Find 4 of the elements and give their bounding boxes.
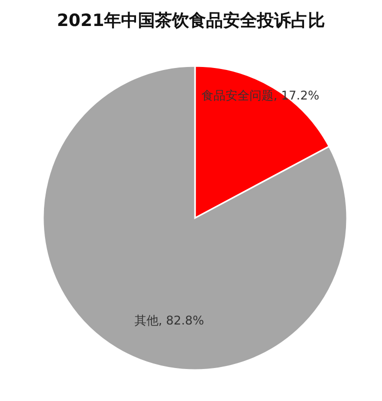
- chart-title: 2021年中国茶饮食品安全投诉占比: [56, 11, 326, 31]
- slice-label: 食品安全问题, 17.2%: [202, 88, 320, 103]
- slice-label: 其他, 82.8%: [134, 313, 204, 328]
- pie-slice: [42, 65, 348, 371]
